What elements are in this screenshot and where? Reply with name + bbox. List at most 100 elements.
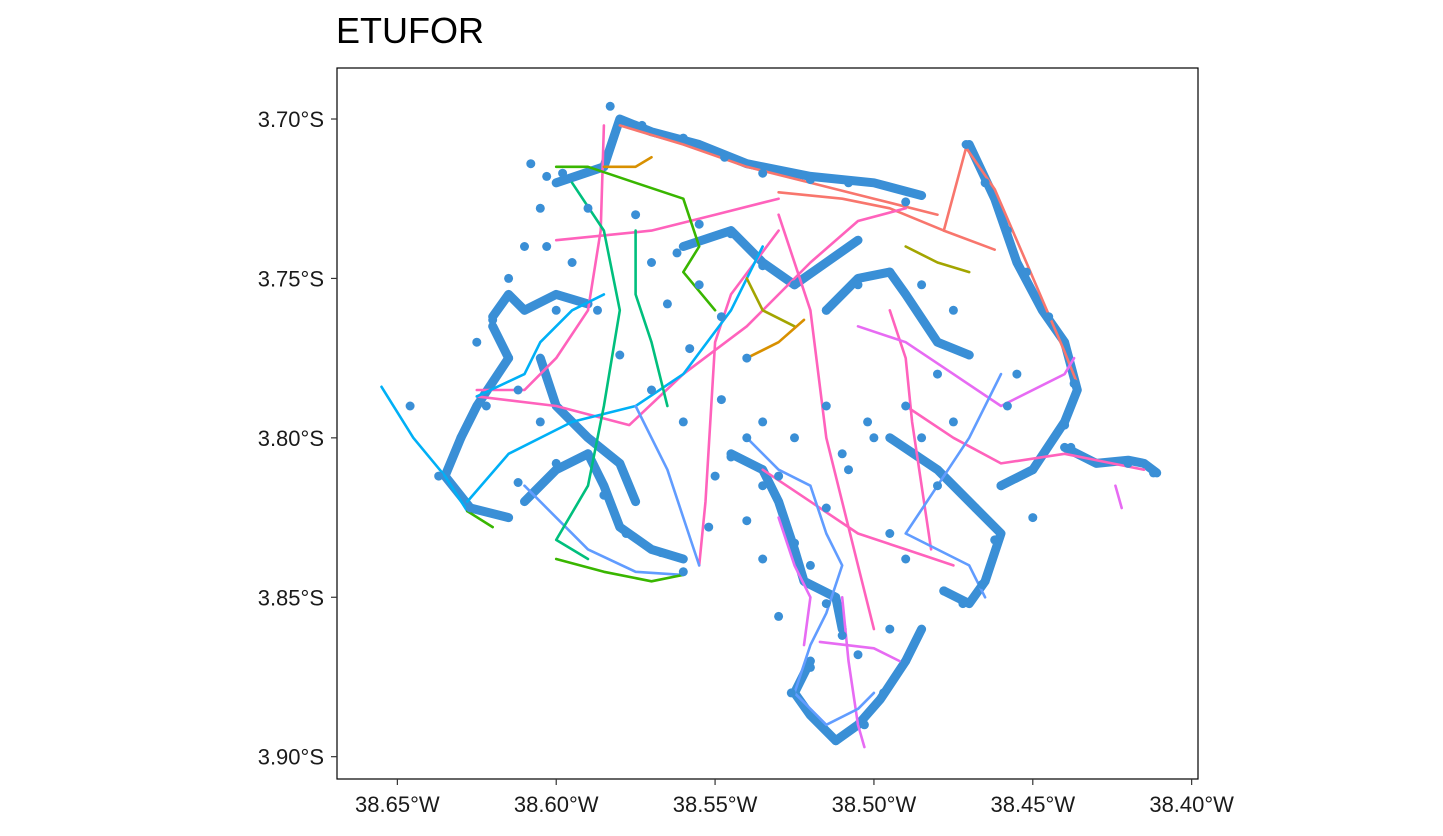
y-tick-label: 3.75°S [258,266,324,291]
bus-stop [535,417,545,427]
map-panel-border [336,67,1199,780]
y-tick-label: 3.70°S [258,107,324,132]
x-tick-label: 38.55°W [673,792,758,817]
bus-stop [790,433,799,443]
route-line [777,516,812,647]
bus-stop [853,650,863,660]
bus-stop [599,490,609,500]
bus-stop [631,210,641,220]
bus-stop [879,688,888,698]
bus-stop [685,344,695,354]
bus-stop [1149,468,1158,478]
bus-stop [567,258,577,267]
route-line [856,325,1076,408]
bus-stop [758,481,768,491]
bus-stop [551,458,561,468]
route-line [904,404,1146,471]
x-tick-label: 38.65°W [355,792,440,817]
bus-stop [583,449,593,459]
bus-stop [615,350,625,360]
bus-stop [558,168,568,178]
bus-stop [678,417,688,427]
y-tick-label: 3.80°S [258,426,324,451]
bus-stop [901,554,911,564]
bus-stop [844,178,853,188]
stops-layer [405,101,1158,746]
bus-stop [786,688,796,698]
bus-stop [1021,267,1031,277]
bus-stop [821,599,831,609]
y-tick-label: 3.85°S [258,585,324,610]
bus-stop [678,133,688,143]
stop-corridor [535,353,641,507]
bus-stop [726,229,736,239]
bus-stop [885,624,895,634]
bus-stop [1012,369,1022,379]
bus-stop [901,401,911,411]
bus-stop [1028,465,1038,475]
bus-stop [513,385,523,395]
bus-stop [837,631,847,640]
bus-stop [885,267,895,277]
bus-stop [678,567,688,577]
bus-stop [704,522,714,532]
bus-stop [694,280,704,290]
bus-stop [821,401,831,411]
bus-stop [964,350,974,360]
bus-stop [996,481,1006,491]
bus-stop [790,538,799,548]
bus-stop [971,503,981,513]
bus-stop [593,305,602,315]
route-line [634,229,669,408]
bus-stop [901,656,911,666]
bus-stop [831,736,841,746]
map-title: ETUFOR [336,10,484,51]
bus-stop [742,353,752,363]
bus-stop [535,203,545,213]
stop-corridor [821,267,974,360]
bus-stop [805,175,815,185]
bus-stop [853,280,863,290]
route-line [777,191,996,251]
axis-layer: 38.65°W 38.60°W 38.55°W 38.50°W 38.45°W 38.40… [258,107,1234,817]
bus-stop [716,395,726,405]
bus-stop [726,452,736,462]
bus-stop [774,611,784,621]
bus-stop [1002,226,1012,236]
bus-stop [742,433,752,443]
route-line [554,181,622,561]
bus-stop [901,197,911,207]
route-line [475,293,606,398]
route-line [904,245,971,274]
bus-stop [758,417,768,427]
route-line [904,372,1003,599]
bus-stop [859,720,869,730]
bus-stop [647,385,656,395]
bus-stop [472,337,482,347]
bus-stop [805,560,815,570]
bus-stop [917,433,927,443]
route-line [942,146,1079,385]
bus-stop [456,433,466,443]
stop-corridor [520,449,688,564]
bus-stop [863,417,873,427]
bus-stop [656,548,666,558]
x-tick-label: 38.40°W [1149,792,1234,817]
bus-stop [1069,379,1079,389]
bus-stop [647,258,656,267]
route-line [1114,484,1123,510]
bus-stop [526,159,536,169]
bus-stop [961,140,971,149]
bus-stop [933,481,942,491]
bus-stop [637,120,647,130]
bus-stop [605,101,615,111]
route-line [697,229,780,567]
bus-stop [948,417,958,427]
bus-stop [939,586,949,596]
x-tick-label: 38.45°W [990,792,1075,817]
bus-stop [977,580,987,589]
bus-stop [790,280,799,290]
x-tick-label: 38.50°W [832,792,917,817]
bus-stop [948,305,958,315]
bus-stop [821,305,831,315]
